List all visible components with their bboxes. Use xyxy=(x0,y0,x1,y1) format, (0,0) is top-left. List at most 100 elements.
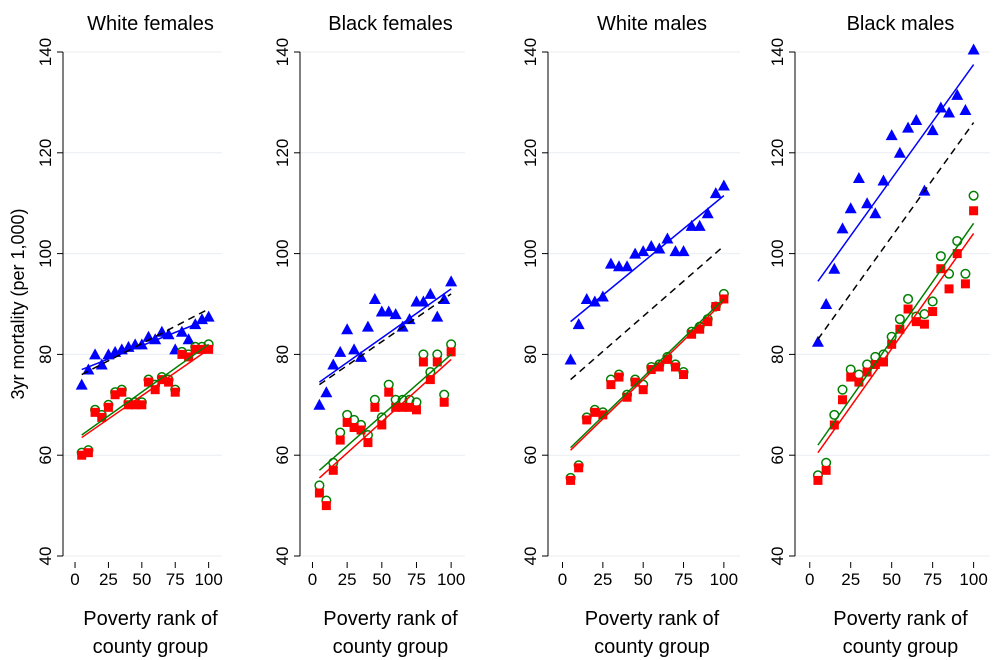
x-axis-label: Poverty rank of xyxy=(83,608,218,630)
square-marker xyxy=(97,412,107,422)
square-marker xyxy=(184,352,194,362)
x-tick-label: 75 xyxy=(674,570,693,589)
triangle-marker xyxy=(877,174,890,186)
triangle-marker xyxy=(389,308,402,320)
x-axis-label: Poverty rank of xyxy=(833,608,968,630)
y-tick-label: 100 xyxy=(768,239,787,267)
circle-marker xyxy=(439,389,450,400)
triangle-marker xyxy=(637,245,650,257)
fit-line xyxy=(318,293,452,386)
square-marker xyxy=(391,402,401,412)
square-marker xyxy=(77,450,87,460)
circle-marker xyxy=(919,309,930,320)
triangle-marker xyxy=(685,219,698,231)
square-marker xyxy=(130,400,140,410)
square-marker xyxy=(405,402,415,412)
triangle-marker xyxy=(869,207,882,219)
x-tick-label: 75 xyxy=(166,570,185,589)
square-marker xyxy=(446,347,456,357)
square-marker xyxy=(813,475,823,485)
y-tick-label: 40 xyxy=(273,547,292,566)
x-tick-label: 100 xyxy=(194,570,222,589)
square-marker xyxy=(606,380,616,390)
y-tick-label: 40 xyxy=(521,547,540,566)
fit-line xyxy=(817,233,975,454)
x-axis-label: county group xyxy=(333,636,449,658)
circle-marker xyxy=(960,268,971,279)
triangle-marker xyxy=(811,335,824,347)
square-marker xyxy=(83,448,93,458)
x-tick-label: 75 xyxy=(407,570,426,589)
triangle-marker xyxy=(95,358,108,370)
square-marker xyxy=(638,385,648,395)
y-tick-label: 80 xyxy=(36,345,55,364)
triangle-marker xyxy=(967,43,980,55)
triangle-marker xyxy=(445,275,458,287)
square-marker xyxy=(342,417,352,427)
y-tick-label: 100 xyxy=(36,239,55,267)
square-marker xyxy=(695,324,705,334)
panel-title: Black females xyxy=(328,13,453,35)
y-tick-label: 60 xyxy=(36,446,55,465)
x-tick-label: 100 xyxy=(437,570,465,589)
y-tick-label: 120 xyxy=(521,139,540,167)
square-marker xyxy=(411,405,421,415)
triangle-marker xyxy=(348,343,361,355)
circle-marker xyxy=(369,394,380,405)
triangle-marker xyxy=(320,386,333,398)
y-tick-label: 80 xyxy=(768,345,787,364)
fit-line xyxy=(81,348,210,439)
circle-marker xyxy=(821,457,832,468)
triangle-marker xyxy=(885,129,898,141)
circle-marker xyxy=(968,190,979,201)
triangle-marker xyxy=(645,240,658,252)
triangle-marker xyxy=(836,222,849,234)
fit-line xyxy=(817,64,975,282)
circle-marker xyxy=(894,314,905,325)
square-marker xyxy=(622,392,632,402)
square-marker xyxy=(574,463,584,473)
triangle-marker xyxy=(424,287,437,299)
y-tick-label: 120 xyxy=(768,139,787,167)
triangle-marker xyxy=(844,202,857,214)
x-tick-label: 0 xyxy=(805,570,814,589)
square-marker xyxy=(862,367,872,377)
triangle-marker xyxy=(943,106,956,118)
square-marker xyxy=(356,425,366,435)
x-tick-label: 100 xyxy=(959,570,987,589)
triangle-marker xyxy=(361,320,374,332)
x-tick-label: 50 xyxy=(882,570,901,589)
square-marker xyxy=(944,284,954,294)
fit-line xyxy=(817,122,975,340)
square-marker xyxy=(398,402,408,412)
triangle-marker xyxy=(75,378,88,390)
circle-marker xyxy=(862,359,873,370)
square-marker xyxy=(349,422,359,432)
triangle-marker xyxy=(572,318,585,330)
triangle-marker xyxy=(202,310,215,322)
square-marker xyxy=(590,407,600,417)
triangle-marker xyxy=(893,146,906,158)
triangle-marker xyxy=(717,179,730,191)
square-marker xyxy=(854,377,864,387)
x-axis-label: Poverty rank of xyxy=(585,608,720,630)
triangle-marker xyxy=(852,172,865,183)
fit-line xyxy=(570,298,725,449)
square-marker xyxy=(846,372,856,382)
x-tick-label: 0 xyxy=(558,570,567,589)
y-tick-label: 120 xyxy=(36,139,55,167)
circle-marker xyxy=(935,251,946,262)
x-tick-label: 25 xyxy=(841,570,860,589)
square-marker xyxy=(630,377,640,387)
square-marker xyxy=(566,475,576,485)
square-marker xyxy=(110,390,120,400)
square-marker xyxy=(432,357,442,367)
triangle-marker xyxy=(341,323,354,335)
triangle-marker xyxy=(693,219,706,231)
circle-marker xyxy=(845,364,856,375)
x-tick-label: 50 xyxy=(372,570,391,589)
square-marker xyxy=(670,362,680,372)
triangle-marker xyxy=(564,353,577,365)
